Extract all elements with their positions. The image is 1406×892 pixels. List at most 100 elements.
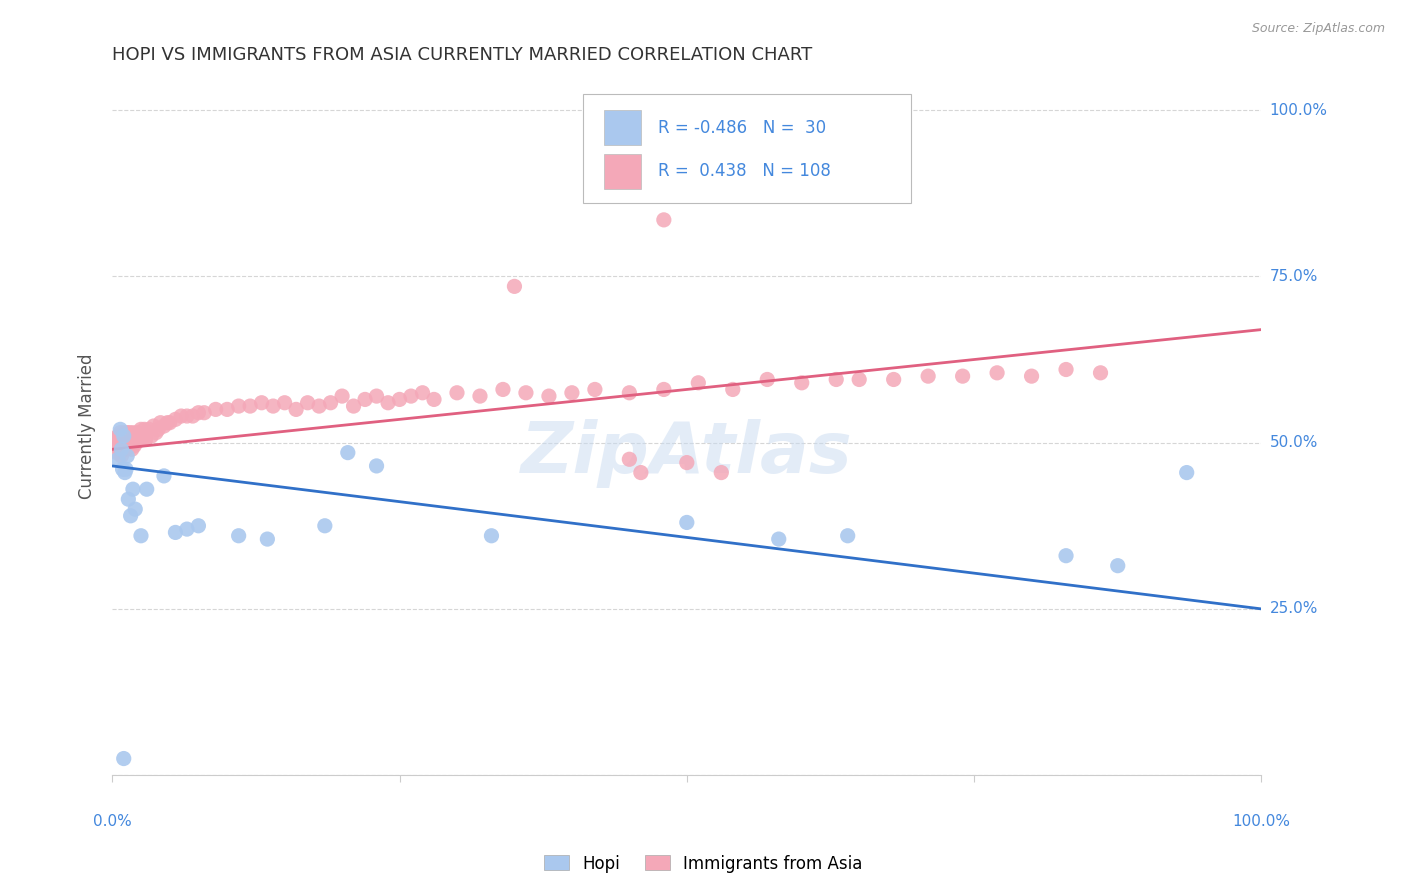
Point [107, 439, 129, 453]
Point [122, 429, 145, 443]
Point [142, 419, 165, 434]
Point [124, 429, 146, 443]
Point [107, 433, 129, 447]
Point [112, 429, 135, 443]
Point [104, 435, 127, 450]
Point [118, 433, 141, 447]
Point [135, 433, 157, 447]
Point [135, 482, 157, 496]
Point [115, 425, 138, 440]
Point [1090, 366, 1112, 380]
Point [366, 389, 388, 403]
Point [112, 442, 135, 457]
Point [128, 429, 150, 443]
Point [239, 399, 262, 413]
Point [112, 435, 135, 450]
Point [377, 396, 399, 410]
Point [122, 425, 145, 440]
Point [148, 422, 170, 436]
Point [336, 445, 359, 459]
Point [110, 442, 132, 457]
Point [114, 466, 136, 480]
Point [127, 425, 149, 440]
Point [1107, 558, 1129, 573]
Point [721, 383, 744, 397]
Point [986, 366, 1008, 380]
Point [110, 442, 132, 457]
Point [128, 433, 150, 447]
Point [134, 422, 156, 436]
Point [652, 212, 675, 227]
Point [354, 392, 377, 407]
Point [468, 389, 491, 403]
Point [115, 429, 138, 443]
Text: 100.0%: 100.0% [1270, 103, 1327, 118]
Point [583, 383, 606, 397]
Point [170, 409, 193, 423]
Point [308, 399, 330, 413]
Point [110, 442, 132, 457]
Point [112, 751, 135, 765]
Bar [605, 111, 641, 145]
Point [193, 406, 215, 420]
Point [187, 518, 209, 533]
Point [1054, 362, 1077, 376]
Point [619, 452, 641, 467]
Point [423, 392, 446, 407]
Point [115, 435, 138, 450]
Legend: Hopi, Immigrants from Asia: Hopi, Immigrants from Asia [537, 848, 869, 880]
Point [114, 425, 136, 440]
Point [105, 445, 128, 459]
Point [111, 429, 134, 443]
Text: 50.0%: 50.0% [1270, 435, 1317, 450]
Point [952, 369, 974, 384]
Point [256, 532, 278, 546]
Point [122, 439, 145, 453]
Point [118, 425, 141, 440]
Point [342, 399, 364, 413]
Point [756, 372, 779, 386]
Point [330, 389, 353, 403]
Point [115, 462, 138, 476]
Text: 0.0%: 0.0% [93, 814, 132, 829]
Point [228, 529, 250, 543]
Point [135, 425, 157, 440]
Point [917, 369, 939, 384]
Point [149, 416, 172, 430]
Text: ZipAtlas: ZipAtlas [522, 419, 852, 489]
Point [314, 518, 336, 533]
Point [115, 442, 138, 457]
Point [108, 435, 131, 450]
Text: Source: ZipAtlas.com: Source: ZipAtlas.com [1251, 22, 1385, 36]
Point [181, 409, 204, 423]
Point [561, 385, 583, 400]
Point [110, 422, 132, 436]
Text: 75.0%: 75.0% [1270, 268, 1317, 284]
Point [285, 402, 308, 417]
Point [122, 482, 145, 496]
Point [619, 385, 641, 400]
Point [217, 402, 239, 417]
Point [122, 435, 145, 450]
Point [515, 385, 537, 400]
Point [1021, 369, 1043, 384]
Point [1175, 466, 1198, 480]
Point [1054, 549, 1077, 563]
Text: 100.0%: 100.0% [1233, 814, 1291, 829]
Point [187, 406, 209, 420]
Point [110, 435, 132, 450]
Point [129, 422, 152, 436]
Point [768, 532, 790, 546]
Point [710, 466, 733, 480]
Point [204, 402, 226, 417]
Point [125, 435, 148, 450]
Point [120, 435, 142, 450]
Point [412, 385, 434, 400]
Point [115, 449, 138, 463]
Point [825, 372, 848, 386]
Point [108, 442, 131, 457]
Point [630, 466, 652, 480]
Point [129, 529, 152, 543]
Point [114, 433, 136, 447]
Point [388, 392, 411, 407]
